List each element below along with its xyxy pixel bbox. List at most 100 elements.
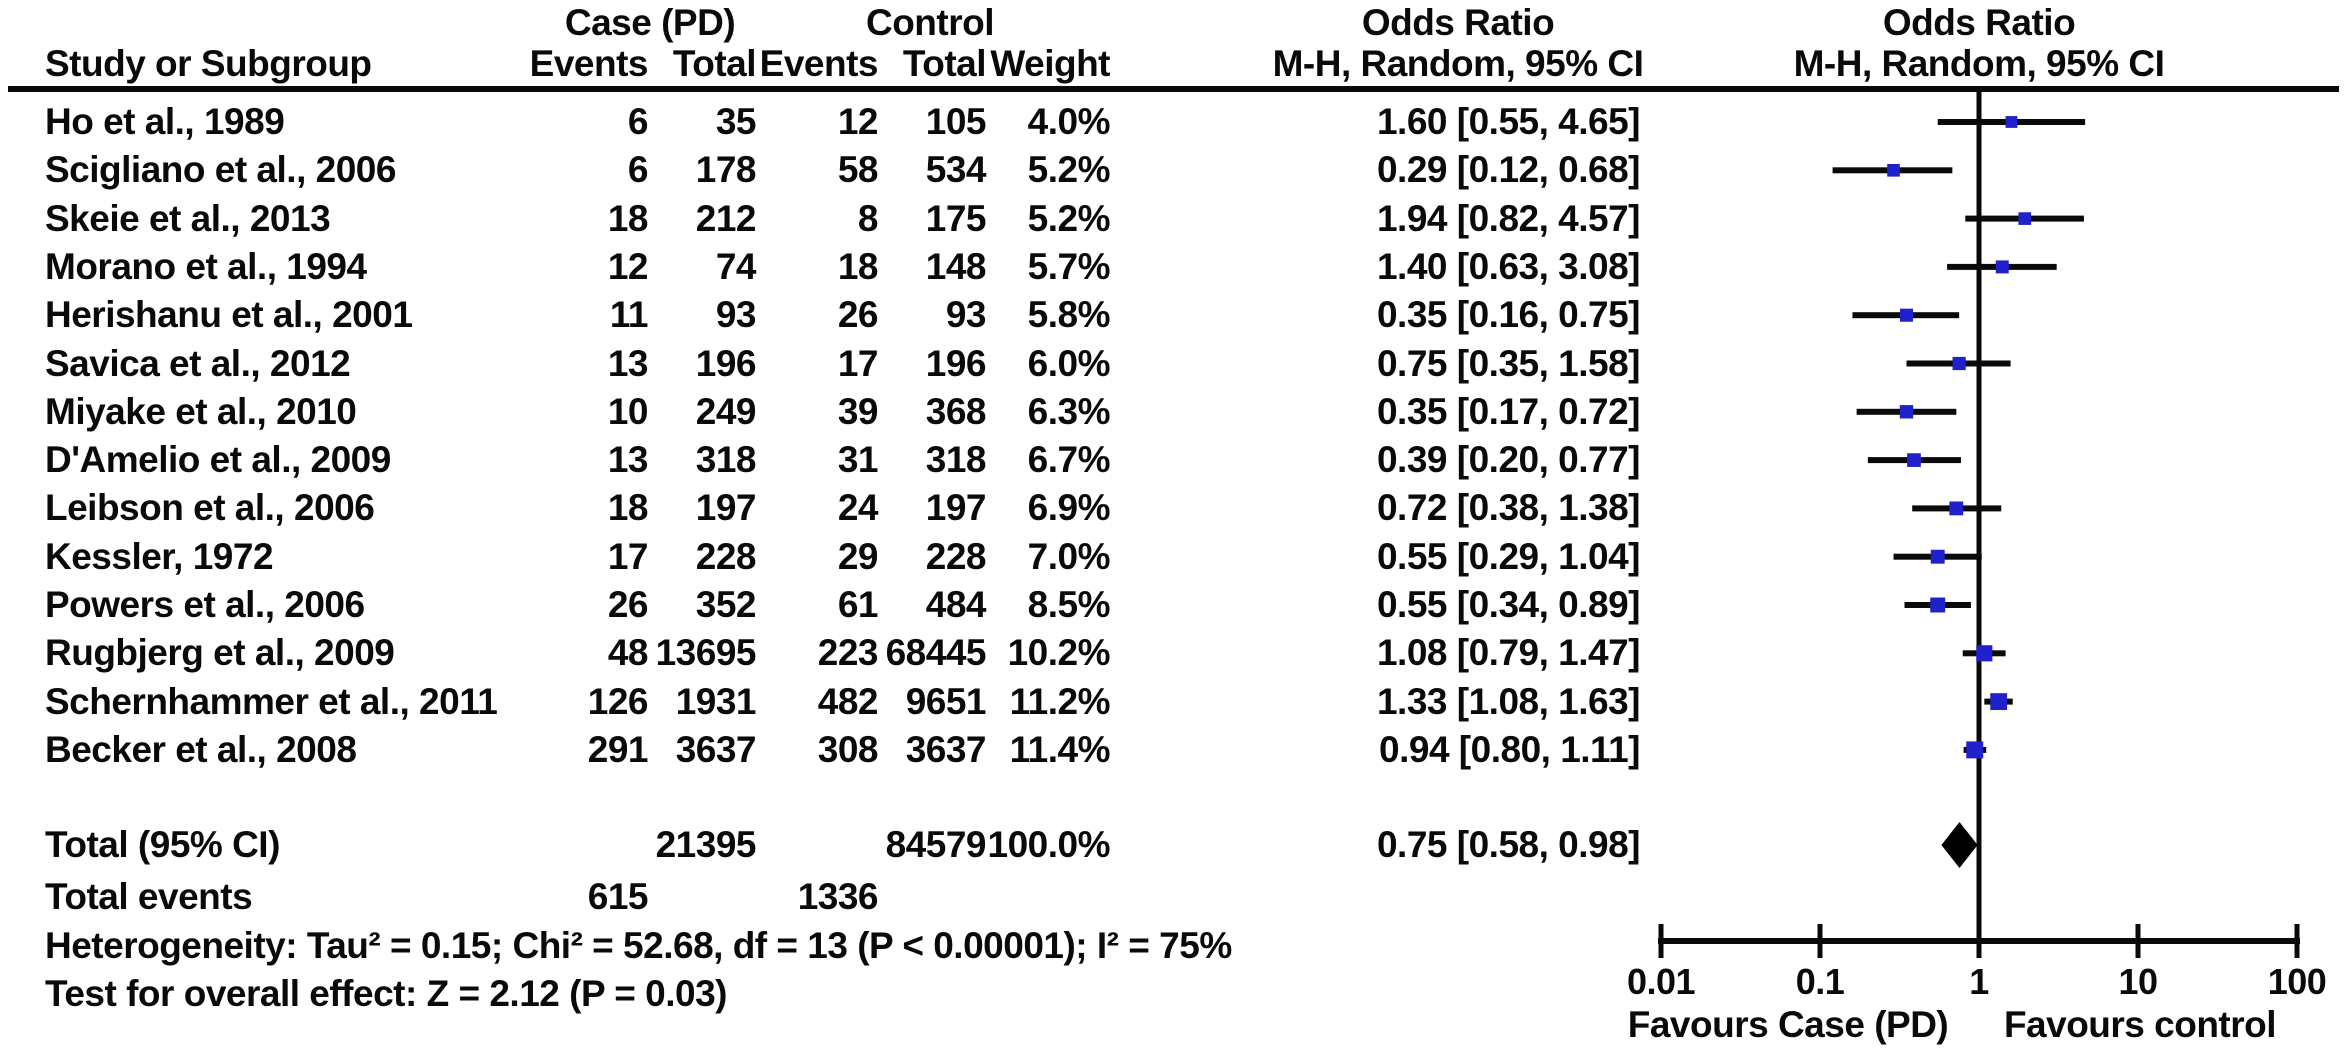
or-ci-cell: 0.55 [0.29, 1.04]	[1376, 536, 1641, 577]
case-events-cell: 10	[607, 391, 649, 432]
study-name: D'Amelio et al., 2009	[45, 439, 391, 480]
case-total-cell: 212	[695, 198, 757, 239]
case-events-cell: 6	[627, 149, 649, 190]
column-header-control-events: Events	[759, 43, 879, 84]
weight-cell: 7.0%	[1027, 536, 1111, 577]
case-total-cell: 1931	[675, 681, 757, 722]
x-axis-tick	[1658, 924, 1664, 958]
or-ci-cell: 0.55 [0.34, 0.89]	[1376, 584, 1641, 625]
control-total-cell: 196	[925, 343, 987, 384]
weight-cell: 5.8%	[1027, 294, 1111, 335]
case-total-cell: 3637	[675, 729, 757, 770]
case-total-cell: 249	[695, 391, 757, 432]
study-name: Rugbjerg et al., 2009	[45, 632, 395, 673]
or-point-marker	[2005, 116, 2018, 128]
control-total-cell: 228	[925, 536, 987, 577]
weight-cell: 5.2%	[1027, 198, 1111, 239]
case-events-cell: 48	[607, 632, 649, 673]
case-events-cell: 12	[607, 246, 649, 287]
odds-ratio-text-column-title: Odds Ratio	[1361, 2, 1555, 43]
x-axis-line	[1658, 938, 2300, 944]
control-total-cell: 318	[925, 439, 987, 480]
or-point-marker	[1990, 693, 2008, 711]
x-tick-label-0.01: 0.01	[1626, 961, 1696, 1002]
control-events-cell: 29	[837, 536, 879, 577]
case-events-cell: 26	[607, 584, 649, 625]
or-ci-cell: 0.39 [0.20, 0.77]	[1376, 439, 1641, 480]
favours-right-label: Favours control	[2003, 1004, 2277, 1045]
weight-cell: 11.4%	[1009, 729, 1111, 770]
case-total-cell: 178	[695, 149, 757, 190]
case-total-cell: 228	[695, 536, 757, 577]
or-point-marker	[1930, 597, 1946, 613]
group-header-case: Case (PD)	[564, 2, 736, 43]
ci-line	[1852, 312, 1960, 319]
or-point-marker	[1907, 453, 1921, 467]
or-ci-cell: 0.75 [0.35, 1.58]	[1376, 343, 1641, 384]
control-events-cell: 24	[837, 487, 879, 528]
case-total-cell: 74	[715, 246, 757, 287]
study-name: Scigliano et al., 2006	[45, 149, 396, 190]
weight-cell: 8.5%	[1027, 584, 1111, 625]
case-events-cell: 6	[627, 101, 649, 142]
or-ci-cell: 0.72 [0.38, 1.38]	[1376, 487, 1641, 528]
total-events-control: 1336	[797, 876, 879, 917]
or-ci-cell: 0.29 [0.12, 0.68]	[1376, 149, 1641, 190]
column-header-mh-ci-text: M-H, Random, 95% CI	[1272, 43, 1644, 84]
case-events-cell: 17	[607, 536, 649, 577]
x-axis-tick	[2294, 924, 2300, 958]
control-events-cell: 39	[837, 391, 879, 432]
case-total-cell: 93	[715, 294, 757, 335]
ci-line	[1984, 698, 2013, 705]
control-total-cell: 9651	[905, 681, 987, 722]
or-point-marker	[1899, 405, 1914, 419]
ci-line	[1832, 167, 1953, 174]
study-name: Herishanu et al., 2001	[45, 294, 413, 335]
study-name: Kessler, 1972	[45, 536, 274, 577]
or-ci-cell: 1.94 [0.82, 4.57]	[1376, 198, 1641, 239]
ci-line	[1904, 602, 1971, 608]
case-events-cell: 13	[607, 343, 649, 384]
weight-cell: 11.2%	[1009, 681, 1111, 722]
ci-line	[1947, 263, 2057, 270]
or-point-marker	[1887, 163, 1900, 177]
or-point-marker	[1949, 501, 1964, 516]
or-point-marker	[1899, 308, 1914, 322]
study-name: Schernhammer et al., 2011	[45, 681, 498, 722]
ci-line	[1965, 215, 2084, 222]
total-row-label: Total (95% CI)	[45, 824, 280, 865]
overall-effect-test: Test for overall effect: Z = 2.12 (P = 0…	[45, 973, 727, 1014]
study-name: Skeie et al., 2013	[45, 198, 331, 239]
weight-cell: 6.0%	[1027, 343, 1111, 384]
weight-cell: 5.2%	[1027, 149, 1111, 190]
control-events-cell: 12	[837, 101, 879, 142]
case-total-cell: 352	[695, 584, 757, 625]
x-axis-tick	[2135, 924, 2141, 958]
control-total-cell: 368	[925, 391, 987, 432]
ci-line	[1856, 408, 1957, 415]
total-events-label: Total events	[45, 876, 253, 917]
weight-cell: 6.7%	[1027, 439, 1111, 480]
or-point-marker	[1995, 260, 2009, 274]
total-case-total: 21395	[655, 824, 757, 865]
column-header-case-total: Total	[672, 43, 757, 84]
no-effect-line	[1976, 91, 1982, 941]
control-total-cell: 148	[925, 246, 987, 287]
x-tick-label-100: 100	[2267, 961, 2327, 1002]
or-point-marker	[1930, 549, 1945, 564]
control-events-cell: 223	[817, 632, 879, 673]
header-rule	[8, 86, 2339, 92]
ci-line	[1893, 553, 1982, 560]
x-tick-label-0.1: 0.1	[1795, 961, 1845, 1002]
pooled-effect-diamond	[1941, 822, 1978, 868]
favours-left-label: Favours Case (PD)	[1627, 1004, 1949, 1045]
case-events-cell: 11	[609, 294, 649, 335]
control-events-cell: 308	[817, 729, 879, 770]
total-control-total: 84579	[885, 824, 987, 865]
x-axis-tick	[1817, 924, 1823, 958]
ci-line	[1963, 746, 1987, 753]
control-events-cell: 61	[837, 584, 879, 625]
control-events-cell: 58	[837, 149, 879, 190]
x-tick-label-1: 1	[1969, 961, 1989, 1002]
